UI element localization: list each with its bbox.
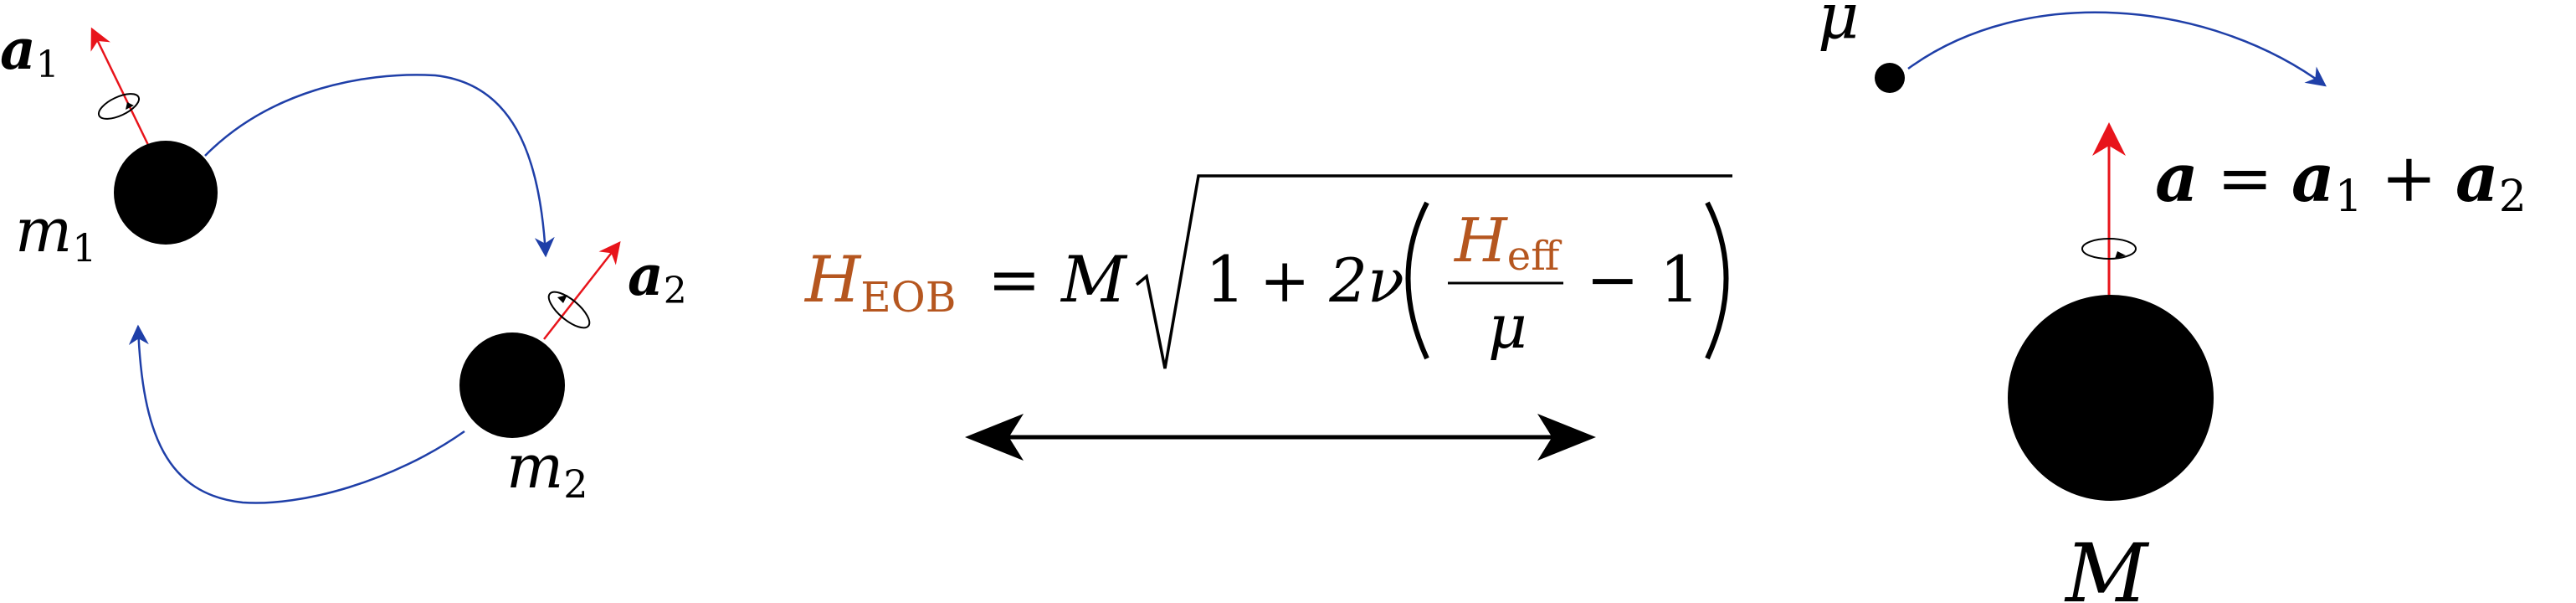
total-mass-symbol: M [1060, 242, 1128, 317]
spin-vector-a1 [90, 27, 151, 147]
test-mass-mu-label: μ [1818, 0, 1859, 53]
test-mass-orbit-arrow [1907, 11, 2327, 87]
spin-a2-label: a2 [628, 243, 687, 312]
spin-loop-central-icon [2081, 238, 2137, 260]
body-m2 [459, 332, 565, 438]
binary-system: a1 m1 a2 m2 [0, 17, 687, 507]
mass-m1-label: m1 [15, 195, 97, 271]
orbit-arrow-upper [204, 74, 555, 258]
central-mass-M-label: M [2064, 527, 2150, 603]
central-body-M [2008, 295, 2214, 501]
spin-a1-label: a1 [0, 17, 59, 86]
h-eob-symbol: HEOB [803, 242, 957, 322]
minus-one: − 1 [1586, 242, 1700, 317]
mu-denominator: μ [1488, 291, 1527, 362]
body-m1 [114, 141, 218, 245]
left-paren [1405, 201, 1429, 360]
equals-sign: = [988, 242, 1041, 317]
test-mass-body [1875, 63, 1905, 93]
effective-one-body-system: μ M a = a1 + a2 [1818, 0, 2527, 603]
spin-loop-1-icon [97, 93, 141, 120]
square-root-sign [1135, 174, 1732, 369]
h-eff-symbol: Heff [1453, 205, 1562, 280]
plus-two-nu: + 2ν [1260, 245, 1404, 316]
right-paren [1705, 201, 1729, 360]
orbit-arrow-lower [128, 324, 465, 504]
eob-hamiltonian-equation: HEOB = M 1 + 2ν Heff μ − 1 [803, 174, 1732, 461]
radicand-one: 1 [1205, 242, 1245, 317]
mass-m2-label: m2 [506, 431, 588, 507]
spin-loop-2-icon [547, 291, 591, 329]
spin-vector-a2 [543, 240, 621, 340]
spin-sum-equation: a = a1 + a2 [2155, 138, 2527, 222]
